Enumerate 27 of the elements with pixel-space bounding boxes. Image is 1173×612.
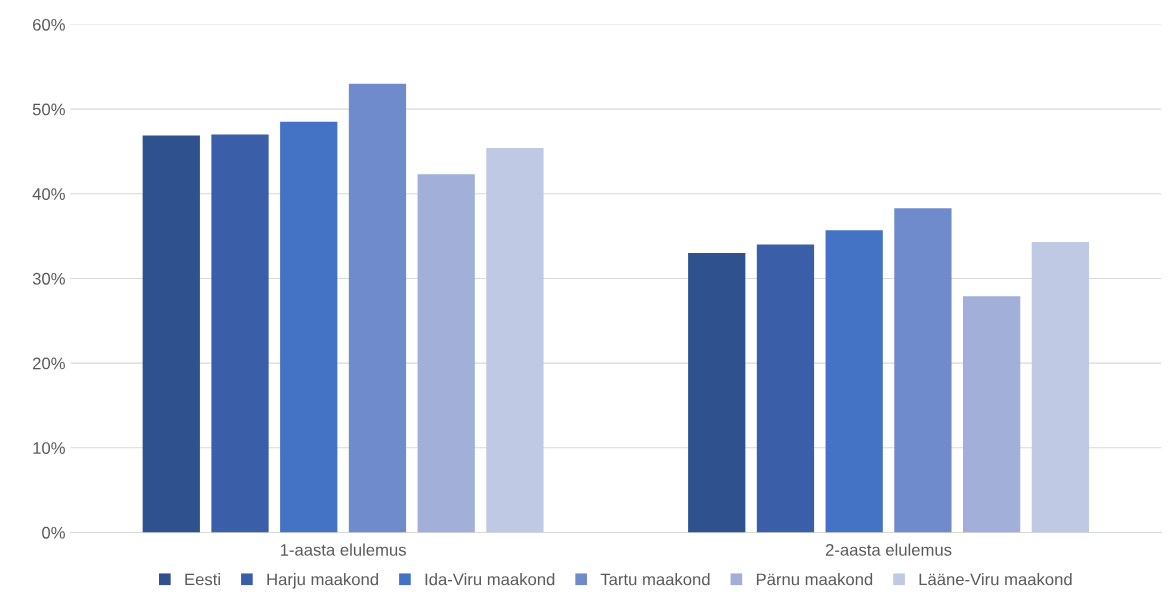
bar xyxy=(486,148,544,533)
x-tick-label: 2-aasta elulemus xyxy=(825,543,952,556)
x-tick-label: 1-aasta elulemus xyxy=(280,543,406,556)
y-tick-label: 30% xyxy=(32,272,65,285)
bar xyxy=(280,121,338,533)
y-tick-label: 0% xyxy=(42,526,65,539)
y-tick-label: 10% xyxy=(33,442,65,454)
legend-label: Pärnu maakond xyxy=(756,573,873,586)
bar xyxy=(417,174,475,533)
y-tick-label: 50% xyxy=(32,103,65,116)
bar xyxy=(756,244,815,533)
bar xyxy=(211,134,269,533)
bar xyxy=(688,253,746,533)
bar xyxy=(963,296,1021,533)
legend-label: Lääne-Viru maakond xyxy=(919,573,1072,586)
bar xyxy=(348,83,407,533)
bar xyxy=(1031,242,1089,533)
bar xyxy=(825,230,883,533)
y-tick-label: 20% xyxy=(33,357,65,370)
legend-label: Tartu maakond xyxy=(600,573,710,586)
legend-label: Eesti xyxy=(185,573,220,586)
legend-label: Harju maakond xyxy=(267,573,379,589)
bar xyxy=(142,135,200,533)
y-tick-label: 60% xyxy=(33,18,65,31)
legend-label: Ida-Viru maakond xyxy=(425,573,555,586)
y-tick-label: 40% xyxy=(32,188,65,200)
bar xyxy=(894,208,952,533)
